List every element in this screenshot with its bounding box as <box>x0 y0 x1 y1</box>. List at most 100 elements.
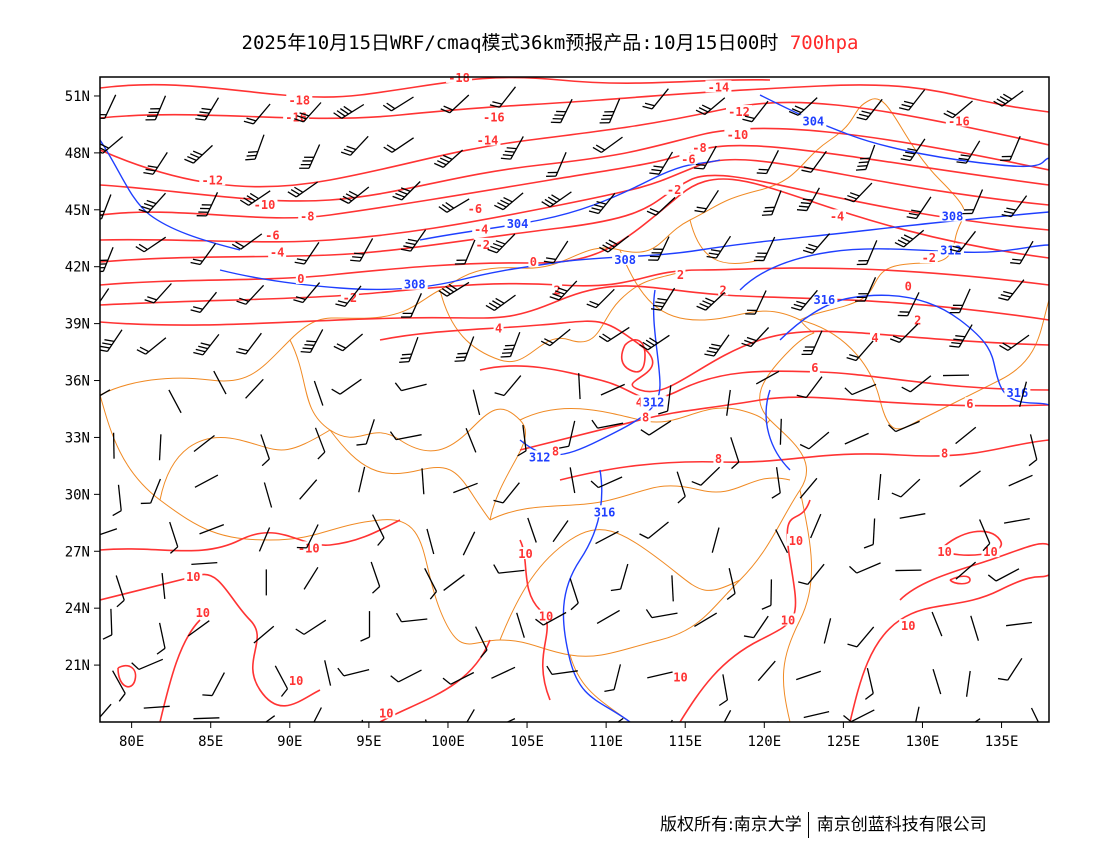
wind-barb <box>100 389 111 404</box>
wind-barb <box>706 235 732 259</box>
wind-barb <box>516 612 525 638</box>
wind-barb <box>337 667 370 677</box>
wind-barb <box>757 660 776 682</box>
y-tick-label: 33N <box>65 430 90 446</box>
wind-barb <box>350 238 374 262</box>
wind-barb <box>324 660 332 686</box>
wind-barb <box>102 608 113 640</box>
temperature-label-bg <box>725 105 752 118</box>
wind-barb <box>136 337 167 355</box>
wind-barb <box>962 189 984 215</box>
wind-barb <box>294 102 322 123</box>
wind-barb <box>193 717 220 720</box>
copyright-left: 版权所有:南京大学 <box>660 815 802 835</box>
height-label: 316 <box>594 505 616 519</box>
temperature-label-bg <box>713 452 724 465</box>
wind-barb <box>595 530 619 545</box>
wind-barb <box>453 482 478 494</box>
temperature-label: 10 <box>901 619 915 633</box>
height-label: 304 <box>802 115 824 129</box>
wind-barb <box>552 520 569 543</box>
wind-barb <box>243 103 271 125</box>
temperature-label-bg <box>919 251 938 264</box>
wind-barb <box>299 144 321 169</box>
wind-barb <box>213 370 227 395</box>
wind-barb <box>801 150 827 173</box>
wind-barb <box>649 151 674 175</box>
temperature-label-bg <box>251 198 278 210</box>
temperature-label: 10 <box>781 613 795 627</box>
x-tick-label: 120E <box>747 734 781 750</box>
wind-barb <box>274 665 289 697</box>
wind-barb <box>112 484 122 517</box>
x-axis-ticks: 80E 85E 90E 95E 100E 105E 110E 115E 120E 125E 130E… <box>119 722 1018 750</box>
wind-barb <box>949 288 971 314</box>
wind-barb <box>658 385 672 415</box>
wind-barb <box>955 561 977 580</box>
temperature-label: 10 <box>937 545 951 559</box>
wind-barb <box>112 670 126 702</box>
temperature-label: 4 <box>495 321 502 335</box>
wind-barb <box>100 194 112 220</box>
wind-barb <box>877 474 882 501</box>
wind-barb <box>718 674 729 707</box>
wind-barb <box>191 561 218 566</box>
wind-barb <box>202 672 225 697</box>
wind-barb <box>891 478 921 498</box>
wind-barb <box>897 292 920 317</box>
x-tick-label: 115E <box>668 734 702 750</box>
temperature-label-bg <box>671 670 690 683</box>
wind-barb <box>578 373 581 400</box>
wind-barb <box>559 420 576 449</box>
wind-barb <box>314 427 326 460</box>
temperature-label: 10 <box>539 610 553 624</box>
temperature-label: -16 <box>483 111 505 125</box>
footer-divider <box>807 812 809 838</box>
temperature-label: -8 <box>300 209 314 223</box>
wind-barb <box>138 192 166 214</box>
wind-barb <box>569 467 576 494</box>
wind-barb <box>730 437 740 470</box>
wind-barb <box>100 94 117 120</box>
temperature-label: 2 <box>914 314 921 328</box>
wind-barb <box>440 94 470 114</box>
wind-barb <box>465 428 477 453</box>
height-label: 312 <box>529 450 551 464</box>
wind-barb <box>392 181 421 201</box>
wind-barb <box>601 717 624 722</box>
wind-barb <box>196 192 219 217</box>
wind-barb <box>932 669 942 695</box>
wind-barb <box>849 562 881 574</box>
wind-barb <box>546 665 578 676</box>
wind-barb <box>889 323 919 343</box>
x-tick-label: 135E <box>985 734 1019 750</box>
wind-barb <box>640 420 672 436</box>
temperature-label-bg <box>537 609 556 622</box>
y-axis-ticks: 51N 48N 45N 42N 39N 36N 33N 30N 27N 24N 21N <box>65 89 100 674</box>
wind-barb <box>424 568 438 600</box>
wind-barb <box>863 518 876 549</box>
wind-barb <box>695 97 726 116</box>
wind-barb <box>931 611 943 637</box>
wind-barb <box>1001 195 1028 218</box>
wind-barb <box>438 198 470 213</box>
wind-barb <box>239 190 271 206</box>
temperature-label: -18 <box>448 71 470 85</box>
wind-barb <box>236 284 265 305</box>
wind-barb <box>339 186 370 204</box>
wind-barb <box>100 246 114 273</box>
temperature-label: 0 <box>297 272 304 286</box>
wind-barb <box>287 181 318 198</box>
wind-barb <box>493 564 525 574</box>
wind-barb <box>296 524 319 549</box>
wind-barb <box>187 620 210 637</box>
temperature-label-bg <box>516 547 535 560</box>
wind-barb <box>299 479 318 500</box>
chart-title: 2025年10月15日WRF/cmaq模式36km预报产品:10月15日00时 … <box>0 28 1100 55</box>
wind-barb <box>546 151 567 177</box>
height-label: 312 <box>643 395 665 409</box>
temperature-label-bg <box>665 182 684 195</box>
wind-barb <box>245 134 265 161</box>
wind-barb <box>370 561 381 594</box>
wind-barb <box>517 424 527 457</box>
